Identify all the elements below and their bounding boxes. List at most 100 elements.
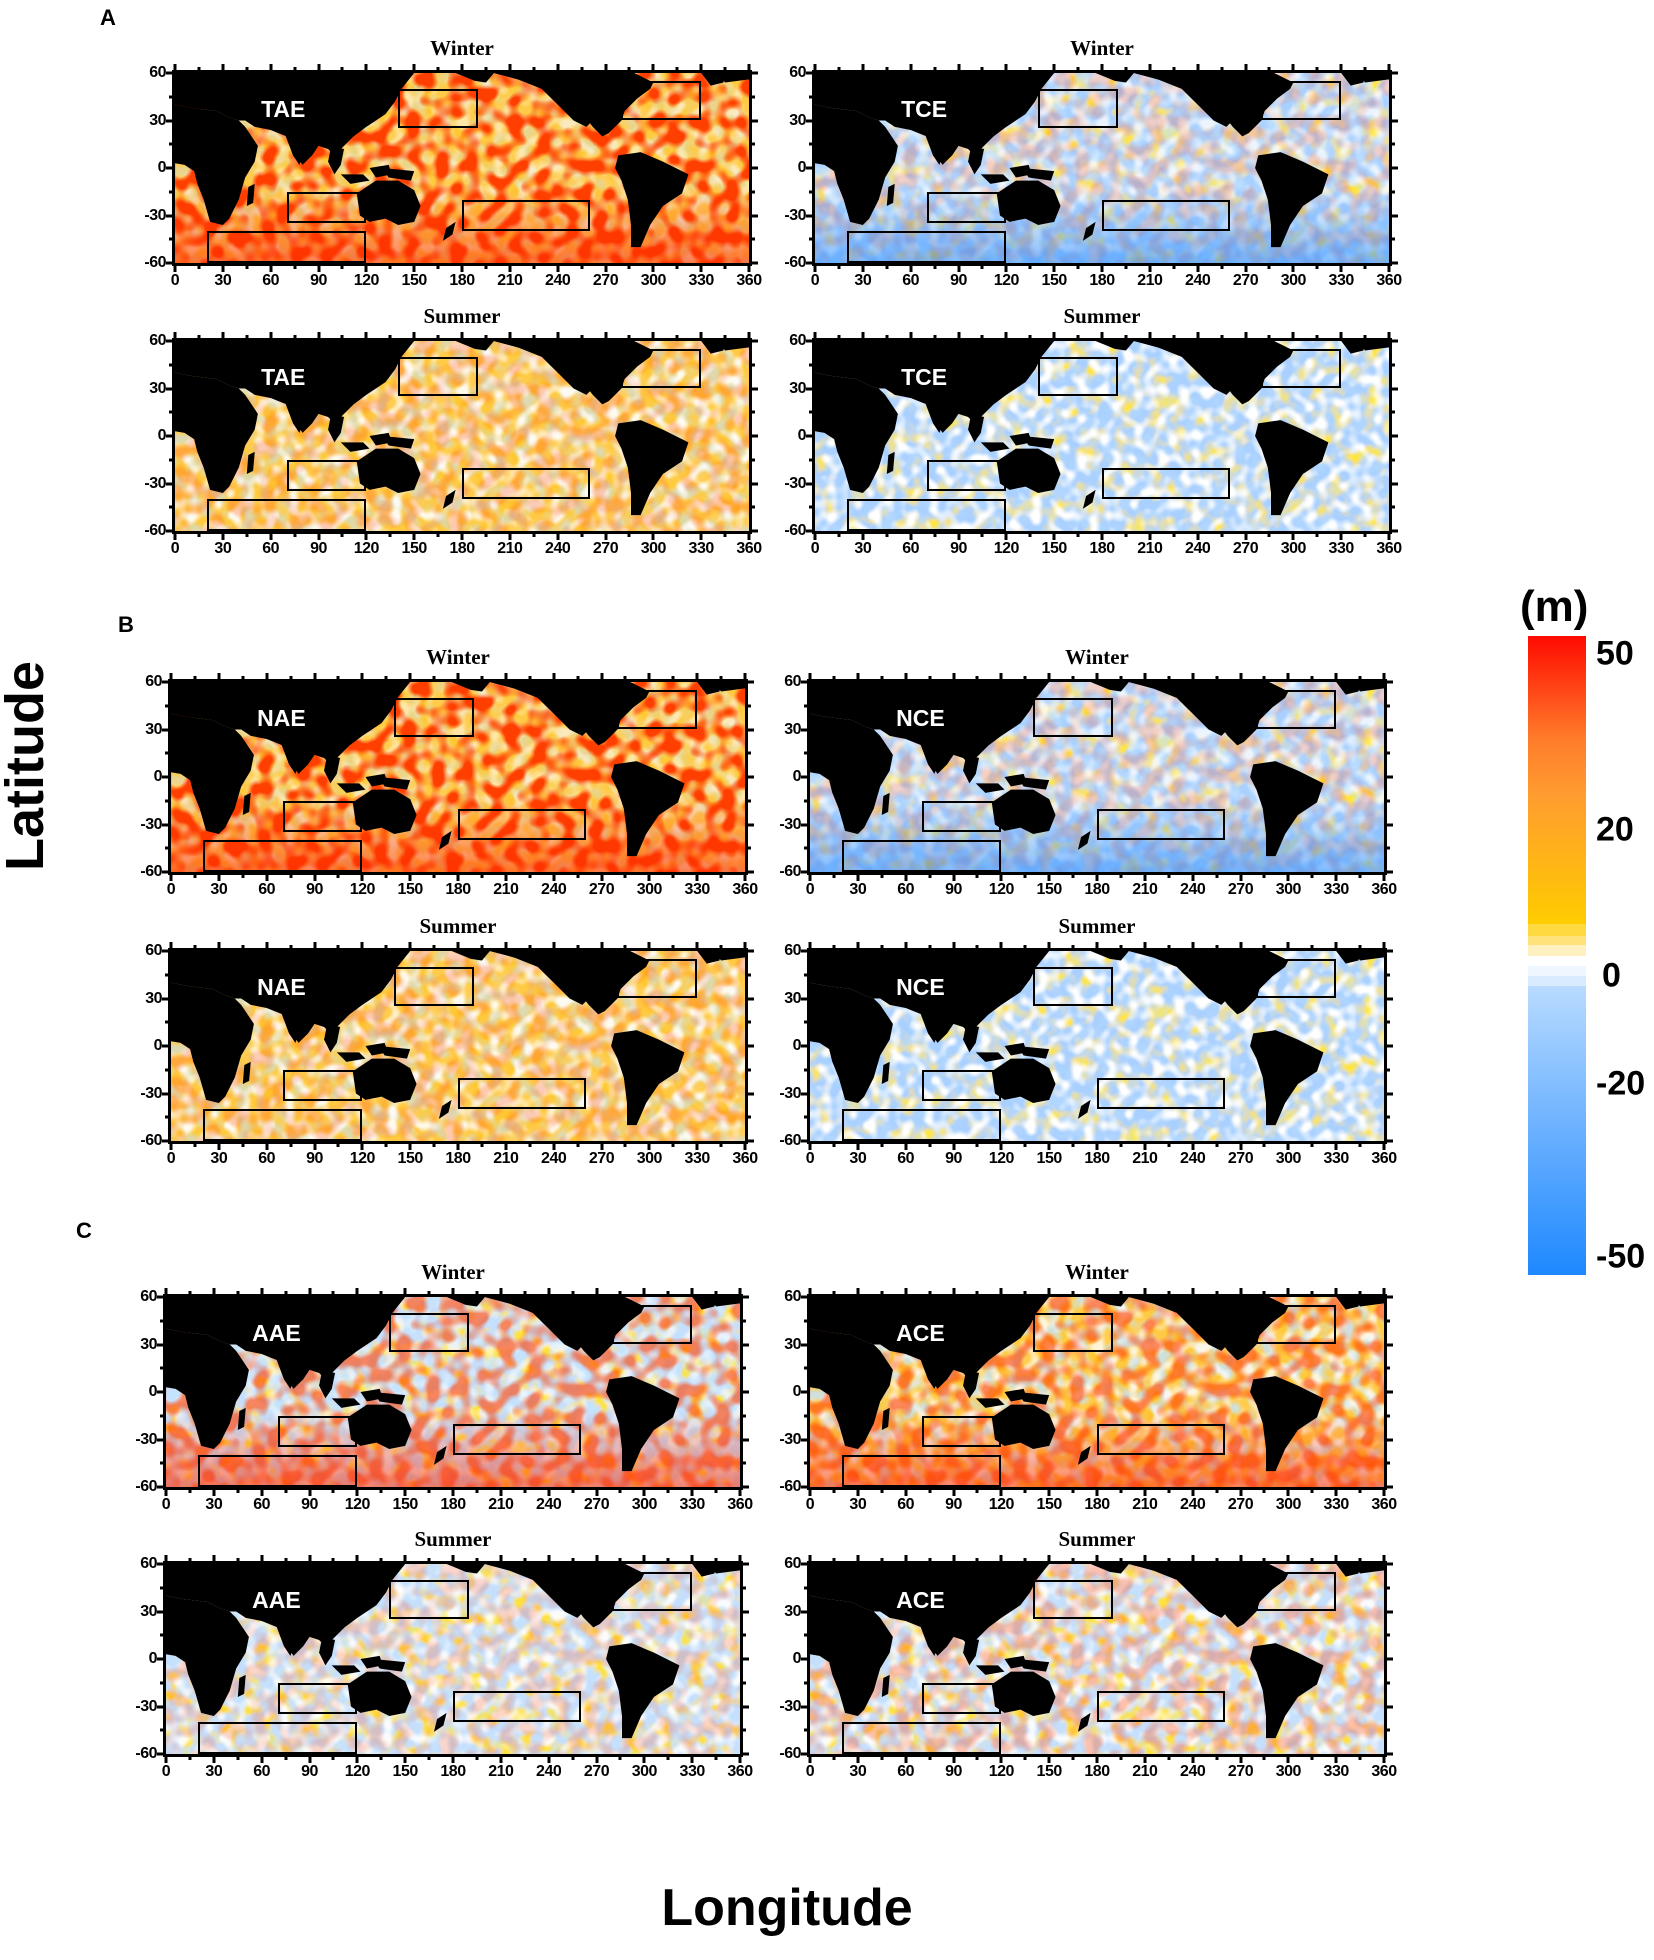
x-tick-label: 240 [1185,272,1211,289]
y-tick-mark [740,1752,749,1756]
x-tick-mark [265,673,269,682]
x-tick-label: 210 [493,1150,519,1167]
x-tick-mark [508,64,512,73]
x-tick-mark [504,942,508,951]
y-minor-tick [804,1366,810,1370]
x-tick-mark [952,1141,955,1150]
x-tick-mark [169,942,173,951]
x-tick-mark [547,1288,551,1297]
y-minor-tick [740,1414,746,1418]
y-tick-mark [166,166,175,170]
x-minor-tick [1172,335,1176,341]
x-minor-tick [980,531,984,537]
x-tick-mark [456,673,460,682]
y-tick-mark [801,1752,810,1756]
x-tick-label: 60 [262,272,280,289]
x-minor-tick [1363,263,1367,269]
x-minor-tick [837,335,841,341]
y-tick-mark [801,1438,810,1441]
y-minor-tick [1389,363,1395,367]
y-minor-tick [804,1681,810,1685]
x-minor-tick [1310,1141,1314,1147]
y-tick-mark [801,870,810,874]
study-region-box-2 [282,1069,363,1102]
x-minor-tick [193,945,197,951]
x-minor-tick [236,1754,240,1760]
x-tick-mark [604,64,607,73]
x-minor-tick [436,531,440,537]
y-minor-tick [745,751,751,755]
x-tick-label: 150 [1041,272,1068,289]
x-tick-mark [460,263,464,272]
x-tick-mark [269,531,273,540]
x-minor-tick [671,945,675,951]
x-minor-tick [1023,1558,1027,1564]
x-minor-tick [475,1291,479,1297]
x-minor-tick [1220,335,1224,341]
x-minor-tick [618,1291,622,1297]
x-tick-label: 240 [545,540,571,557]
x-minor-tick [197,67,201,73]
x-tick-mark [552,1141,556,1150]
x-minor-tick [675,67,679,73]
x-minor-tick [379,1291,383,1297]
y-minor-tick [160,1366,166,1370]
x-tick-label: 0 [805,1496,815,1513]
map-panel-c-winter-ace: Winter ACE 60 30 0 -30 -60 0 30 60 90 120 150 180 210 2… [779,1260,1397,1513]
y-tick-mark [166,119,175,122]
x-minor-tick [1267,335,1271,341]
y-tick-label: -60 [144,522,166,539]
x-minor-tick [714,1487,718,1493]
x-minor-tick [928,1558,932,1564]
x-tick-label: 240 [545,272,571,289]
y-tick-label: 0 [792,1383,802,1400]
x-minor-tick [388,335,392,341]
y-tick-mark [1384,1295,1393,1299]
y-tick-mark [166,434,175,438]
x-tick-label: 330 [1323,881,1350,898]
x-minor-tick [832,1141,836,1147]
x-tick-mark [856,1141,860,1150]
x-tick-mark [308,1555,311,1564]
study-region-box-4 [453,1423,581,1456]
x-tick-label: 300 [1275,1150,1302,1167]
x-minor-tick [532,335,536,341]
x-minor-tick [1358,1558,1362,1564]
x-tick-mark [1095,1754,1099,1763]
x-tick-mark [1191,1555,1195,1564]
study-region-box-4 [1102,199,1230,232]
x-tick-mark [360,1141,364,1150]
x-tick-mark [173,263,177,272]
x-tick-label: 60 [897,1763,915,1780]
y-tick-label: -60 [140,863,162,880]
x-minor-tick [832,1487,836,1493]
x-tick-label: 300 [631,1763,658,1780]
x-tick-label: 150 [1036,1763,1063,1780]
x-minor-tick [723,531,727,537]
x-tick-mark [1382,872,1386,881]
x-tick-mark [1286,942,1290,951]
x-minor-tick [436,335,440,341]
y-tick-mark [745,775,754,779]
x-minor-tick [1315,263,1319,269]
x-tick-mark [1095,872,1099,881]
x-tick-mark [604,332,607,341]
y-tick-mark [1384,1485,1393,1489]
x-tick-mark [600,1141,603,1150]
x-tick-label: 60 [902,540,920,557]
x-tick-mark [642,1555,646,1564]
x-tick-mark [999,942,1003,951]
x-tick-label: 210 [1132,1496,1158,1513]
x-minor-tick [336,872,340,878]
x-tick-mark [456,872,460,881]
x-minor-tick [618,1754,622,1760]
x-tick-label: 90 [950,540,967,557]
study-region-box-5 [612,1304,693,1345]
x-minor-tick [480,945,484,951]
x-tick-mark [952,1555,955,1564]
x-tick-mark [595,1288,598,1297]
x-minor-tick [1172,263,1176,269]
x-minor-tick [1215,1291,1219,1297]
y-tick-mark [801,997,810,1000]
x-tick-mark [1291,263,1295,272]
